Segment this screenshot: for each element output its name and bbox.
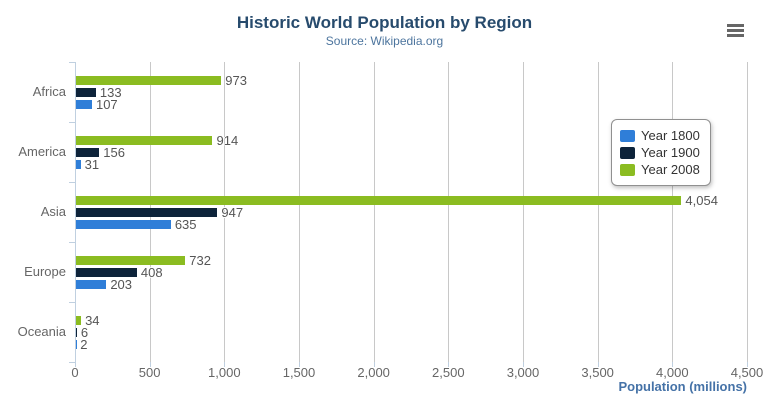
x-axis-tick-label: 1,500 <box>282 365 316 380</box>
legend-box: Year 1800 Year 1900 Year 2008 <box>611 119 711 186</box>
category-label-europe: Europe <box>24 264 66 279</box>
legend-label: Year 2008 <box>641 162 700 177</box>
bar-europe-year-2008[interactable] <box>76 256 186 265</box>
gridline <box>299 62 300 362</box>
bar-africa-year-1800[interactable] <box>76 100 92 109</box>
x-axis-tick <box>523 362 524 367</box>
x-axis-tick-label: 500 <box>138 365 161 380</box>
bar-america-year-2008[interactable] <box>76 136 213 145</box>
bar-asia-year-1900[interactable] <box>76 208 218 217</box>
legend-item-year-2008[interactable]: Year 2008 <box>620 162 700 177</box>
data-label: 6 <box>80 325 89 340</box>
bar-america-year-1800[interactable] <box>76 160 81 169</box>
data-label: 156 <box>103 145 125 160</box>
data-label: 4,054 <box>685 193 718 208</box>
x-axis-tick-label: 0 <box>71 365 79 380</box>
bar-europe-year-1900[interactable] <box>76 268 137 277</box>
chart-subtitle: Source: Wikipedia.org <box>325 34 444 48</box>
data-label: 973 <box>225 73 247 88</box>
x-axis-tick <box>299 362 300 367</box>
category-label-oceania: Oceania <box>17 324 66 339</box>
gridline <box>672 62 674 362</box>
legend-item-year-1900[interactable]: Year 1900 <box>620 145 700 160</box>
data-label: 914 <box>216 133 239 148</box>
gridline <box>747 62 748 362</box>
x-axis-tick <box>672 362 674 367</box>
data-label: 408 <box>140 265 163 280</box>
data-label: 107 <box>95 97 118 112</box>
plot-area: 973 133 107 914 156 31 4,054 947 635 732 408 203 34 6… <box>69 62 748 367</box>
data-label: 31 <box>84 157 100 172</box>
legend-label: Year 1900 <box>641 145 700 160</box>
legend-swatch-icon <box>620 129 635 142</box>
category-axis-tick <box>69 302 75 303</box>
data-label: 203 <box>110 277 133 292</box>
category-label-asia: Asia <box>40 204 66 219</box>
x-axis-tick-label: 3,000 <box>506 365 540 380</box>
x-axis-tick <box>373 362 375 367</box>
hamburger-menu-icon <box>727 24 746 37</box>
category-axis-tick <box>69 362 75 363</box>
bar-oceania-year-1900[interactable] <box>76 328 77 337</box>
bar-oceania-year-1800[interactable] <box>76 340 77 349</box>
data-label: 34 <box>85 313 100 328</box>
gridline <box>224 62 226 362</box>
category-label-america: America <box>18 144 66 159</box>
x-axis-tick <box>75 362 76 367</box>
chart-title: Historic World Population by Region <box>236 13 533 32</box>
x-axis-tick-label: 4,000 <box>656 365 689 380</box>
x-axis-tick <box>149 362 151 367</box>
legend-swatch-icon <box>620 163 635 176</box>
export-menu-button[interactable] <box>727 24 746 38</box>
x-axis-title: Population (millions) <box>618 379 747 394</box>
x-axis-tick-label: 1,000 <box>208 365 241 380</box>
category-axis-line <box>75 62 76 362</box>
data-label: 133 <box>99 85 122 100</box>
legend-item-year-1800[interactable]: Year 1800 <box>620 128 700 143</box>
gridline <box>448 62 450 362</box>
gridline <box>523 62 524 362</box>
bar-asia-year-2008[interactable] <box>76 196 682 205</box>
category-axis-tick <box>69 62 75 63</box>
bar-asia-year-1800[interactable] <box>76 220 171 229</box>
x-axis-tick <box>747 362 748 367</box>
bar-africa-year-2008[interactable] <box>76 76 222 85</box>
data-label: 635 <box>174 217 197 232</box>
x-axis-tick-label: 4,500 <box>730 365 764 380</box>
legend-swatch-icon <box>620 146 635 159</box>
data-label: 2 <box>80 337 88 352</box>
gridline <box>597 62 599 362</box>
x-axis-tick <box>448 362 450 367</box>
category-label-africa: Africa <box>32 84 66 99</box>
gridline <box>373 62 375 362</box>
category-axis-tick <box>69 182 75 183</box>
data-label: 947 <box>221 205 244 220</box>
category-axis-tick <box>69 122 75 123</box>
category-axis-tick <box>69 242 75 243</box>
x-axis-tick-label: 2,000 <box>357 365 390 380</box>
data-label: 732 <box>189 253 211 268</box>
x-axis-tick <box>597 362 599 367</box>
legend-label: Year 1800 <box>641 128 700 143</box>
x-axis-tick <box>224 362 226 367</box>
x-axis-tick-label: 2,500 <box>432 365 465 380</box>
x-axis-tick-label: 3,500 <box>581 365 614 380</box>
bar-europe-year-1800[interactable] <box>76 280 107 289</box>
bar-oceania-year-2008[interactable] <box>76 316 82 325</box>
bar-america-year-1900[interactable] <box>76 148 100 157</box>
bar-africa-year-1900[interactable] <box>76 88 96 97</box>
